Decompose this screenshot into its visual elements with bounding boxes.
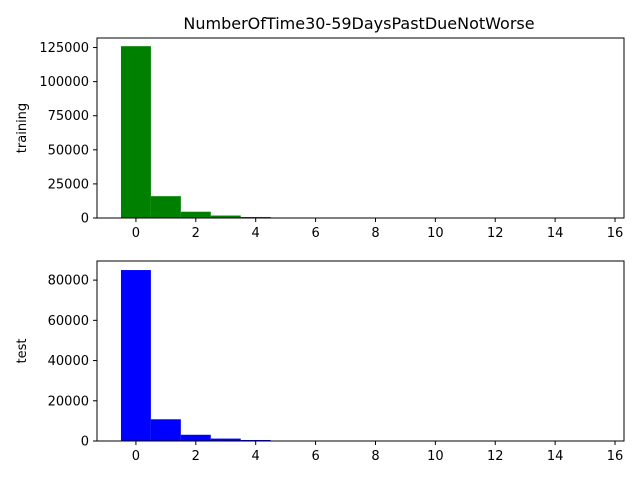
y-tick-label: 20000 [48,394,89,409]
x-tick-label: 2 [192,226,200,241]
bar [180,211,211,218]
bar [240,216,271,218]
x-tick-label: 10 [427,226,444,241]
x-tick-label: 16 [607,449,624,464]
y-tick-label: 0 [81,435,89,450]
bar [120,46,151,218]
y-tick-label: 60000 [48,314,89,329]
x-tick-label: 12 [487,226,504,241]
y-tick-label: 50000 [48,143,89,158]
y-tick-label: 125000 [39,41,89,56]
x-tick-label: 2 [192,449,200,464]
y-tick-label: 100000 [39,75,89,90]
x-tick-label: 0 [132,226,140,241]
axes-frame [96,37,625,219]
bar [120,270,151,441]
bar [210,438,241,441]
x-tick-label: 14 [547,449,564,464]
bar [210,215,241,218]
x-tick-label: 14 [547,226,564,241]
x-tick-label: 10 [427,449,444,464]
bar [240,439,271,441]
y-tick-label: 25000 [48,177,89,192]
y-tick-label: 80000 [48,274,89,289]
x-tick-label: 6 [311,449,319,464]
y-tick-label: 75000 [48,109,89,124]
bar [150,419,181,441]
training-panel: 0 2 4 6 8 10 12 14 16 0 25000 50000 75000 100000 12500… [15,37,625,241]
bar [150,196,181,218]
x-tick-label: 12 [487,449,504,464]
axes-frame [96,260,625,442]
bar [180,434,211,441]
y-tick-label: 40000 [48,354,89,369]
x-tick-label: 4 [252,226,260,241]
y-axis-label: test [15,339,30,364]
x-tick-label: 4 [252,449,260,464]
x-tick-label: 6 [311,226,319,241]
x-tick-label: 8 [371,226,379,241]
x-tick-label: 16 [607,226,624,241]
chart-title: NumberOfTime30-59DaysPastDueNotWorse [183,14,534,33]
y-axis-label: training [15,103,30,153]
y-tick-label: 0 [81,212,89,227]
x-tick-label: 0 [132,449,140,464]
test-panel: 0 2 4 6 8 10 12 14 16 0 20000 40000 60000 80000 test [15,260,625,464]
x-tick-label: 8 [371,449,379,464]
